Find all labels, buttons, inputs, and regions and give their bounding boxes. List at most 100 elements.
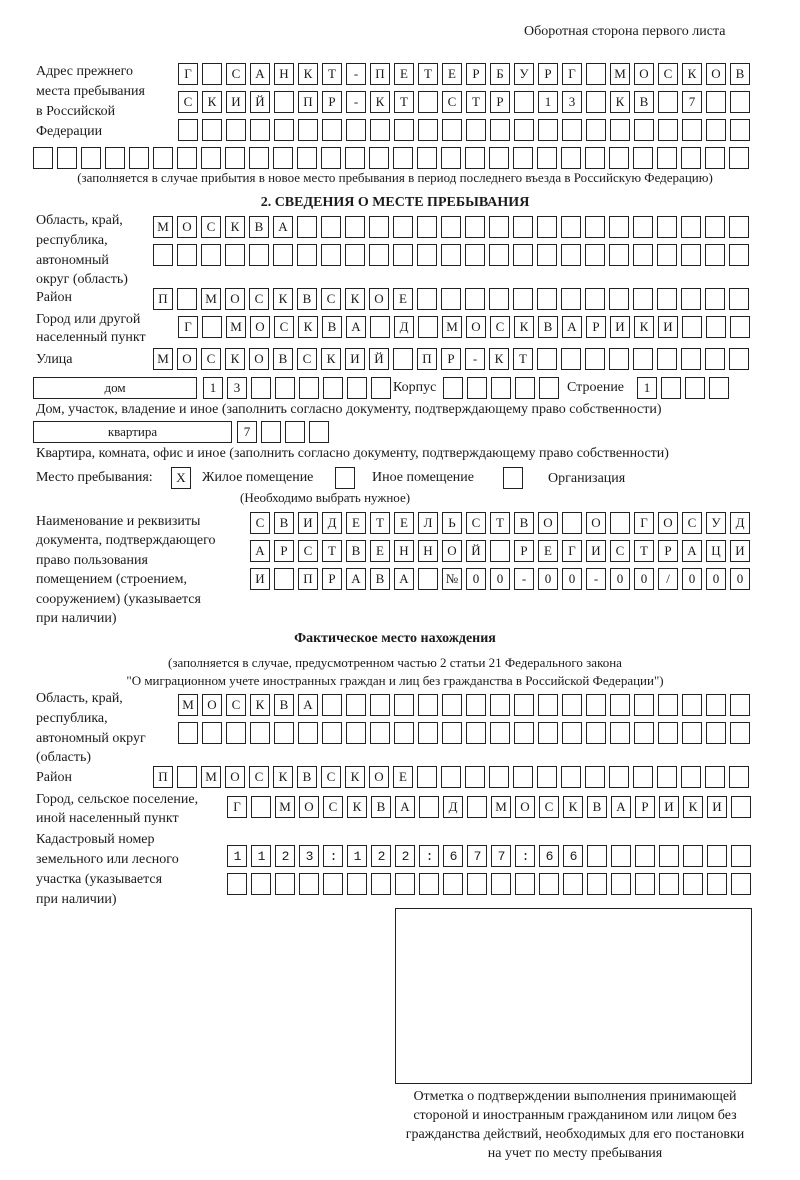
previous-address-row-cell[interactable]: 3	[562, 91, 582, 113]
actual-city-row-cell[interactable]: А	[395, 796, 415, 818]
cadastral-row-cell[interactable]	[539, 845, 559, 867]
previous-address-row-cell[interactable]	[394, 119, 414, 141]
previous-address-row-cell[interactable]	[730, 119, 750, 141]
street-row-cell[interactable]: -	[465, 348, 485, 370]
actual-district-row-cell[interactable]: П	[153, 766, 173, 788]
region-row-cell[interactable]	[177, 244, 197, 266]
previous-address-row-cell[interactable]	[202, 63, 222, 85]
district-row-cell[interactable]	[489, 288, 509, 310]
city-row-cell[interactable]: М	[442, 316, 462, 338]
region-row-cell[interactable]	[465, 244, 485, 266]
previous-address-row-cell[interactable]: О	[706, 63, 726, 85]
actual-region-row-cell[interactable]	[418, 694, 438, 716]
district-row-cell[interactable]	[513, 288, 533, 310]
cadastral-row-cell[interactable]	[707, 873, 727, 895]
doc-row-cell[interactable]: В	[274, 512, 294, 534]
doc-row-cell[interactable]: 0	[706, 568, 726, 590]
region-row-cell[interactable]	[657, 216, 677, 238]
cadastral-row-cell[interactable]	[275, 845, 295, 867]
cadastral-row-cell[interactable]	[635, 845, 655, 867]
region-row-cell[interactable]	[369, 244, 389, 266]
previous-address-row-cell[interactable]: Т	[418, 63, 438, 85]
cadastral-row-cell[interactable]	[491, 873, 511, 895]
previous-address-row-cell[interactable]	[153, 147, 173, 169]
actual-region-row-cell[interactable]	[370, 694, 390, 716]
actual-region-row-cell[interactable]	[226, 722, 246, 744]
previous-address-row-cell[interactable]	[129, 147, 149, 169]
previous-address-row-cell[interactable]: 1	[538, 91, 558, 113]
region-row-cell[interactable]	[633, 216, 653, 238]
doc-row-cell[interactable]	[418, 568, 438, 590]
cadastral-row-cell[interactable]	[563, 873, 583, 895]
region-row-cell[interactable]: В	[249, 216, 269, 238]
actual-region-row-cell[interactable]	[634, 722, 654, 744]
house-number-row-cell[interactable]	[251, 377, 271, 399]
doc-row-cell[interactable]: В	[346, 540, 366, 562]
city-row-cell[interactable]: А	[346, 316, 366, 338]
actual-region-row-cell[interactable]	[202, 722, 222, 744]
actual-district-row-cell[interactable]	[489, 766, 509, 788]
doc-row-cell[interactable]: Т	[634, 540, 654, 562]
cadastral-row-cell[interactable]	[419, 873, 439, 895]
previous-address-row-cell[interactable]	[393, 147, 413, 169]
previous-address-row-cell[interactable]	[33, 147, 53, 169]
doc-row-cell[interactable]: Р	[274, 540, 294, 562]
previous-address-row-cell[interactable]	[586, 63, 606, 85]
cadastral-row-cell[interactable]	[515, 873, 535, 895]
actual-region-row-cell[interactable]	[466, 722, 486, 744]
district-row-cell[interactable]: О	[225, 288, 245, 310]
actual-district-row-cell[interactable]: О	[369, 766, 389, 788]
previous-address-row-cell[interactable]	[562, 119, 582, 141]
building-row-cell[interactable]	[661, 377, 681, 399]
city-row-cell[interactable]: С	[274, 316, 294, 338]
cadastral-row-cell[interactable]	[611, 845, 631, 867]
actual-district-row-cell[interactable]	[537, 766, 557, 788]
house-number-row-cell[interactable]	[275, 377, 295, 399]
doc-row-cell[interactable]: И	[586, 540, 606, 562]
actual-region-row-cell[interactable]	[346, 694, 366, 716]
cadastral-row-cell[interactable]	[587, 845, 607, 867]
city-row-cell[interactable]	[682, 316, 702, 338]
cadastral-row-cell[interactable]	[731, 873, 751, 895]
previous-address-row-cell[interactable]	[586, 91, 606, 113]
actual-district-row-cell[interactable]	[657, 766, 677, 788]
doc-row-cell[interactable]: 0	[490, 568, 510, 590]
actual-city-row-cell[interactable]: С	[539, 796, 559, 818]
actual-region-row-cell[interactable]	[562, 722, 582, 744]
region-row-cell[interactable]	[321, 244, 341, 266]
previous-address-row-cell[interactable]	[322, 119, 342, 141]
cadastral-number-text[interactable]: 1123:122:677:66	[233, 849, 594, 864]
actual-district-row-cell[interactable]: С	[249, 766, 269, 788]
region-row-cell[interactable]	[417, 244, 437, 266]
doc-row-cell[interactable]: А	[346, 568, 366, 590]
previous-address-row-cell[interactable]	[489, 147, 509, 169]
district-row-cell[interactable]	[633, 288, 653, 310]
previous-address-row-cell[interactable]	[706, 91, 726, 113]
korpus-row-cell[interactable]	[443, 377, 463, 399]
actual-district-row-cell[interactable]	[441, 766, 461, 788]
previous-address-row-cell[interactable]: -	[346, 91, 366, 113]
doc-row-cell[interactable]: 0	[466, 568, 486, 590]
cadastral-row-cell[interactable]	[491, 845, 511, 867]
cadastral-row-cell[interactable]	[299, 873, 319, 895]
region-row-cell[interactable]: С	[201, 216, 221, 238]
actual-region-row-cell[interactable]: В	[274, 694, 294, 716]
previous-address-row-cell[interactable]	[370, 119, 390, 141]
actual-region-row-cell[interactable]	[178, 722, 198, 744]
doc-row-cell[interactable]: 0	[682, 568, 702, 590]
actual-region-row-cell[interactable]	[586, 722, 606, 744]
district-row-cell[interactable]: В	[297, 288, 317, 310]
previous-address-row-cell[interactable]	[274, 119, 294, 141]
previous-address-row-cell[interactable]: -	[346, 63, 366, 85]
previous-address-row-cell[interactable]	[490, 119, 510, 141]
street-row-cell[interactable]: П	[417, 348, 437, 370]
previous-address-row-cell[interactable]	[586, 119, 606, 141]
previous-address-row-cell[interactable]	[202, 119, 222, 141]
previous-address-row-cell[interactable]	[681, 147, 701, 169]
district-row-cell[interactable]	[177, 288, 197, 310]
previous-address-row-cell[interactable]	[321, 147, 341, 169]
city-row-cell[interactable]: М	[226, 316, 246, 338]
cadastral-row-cell[interactable]	[227, 845, 247, 867]
city-row-cell[interactable]: К	[634, 316, 654, 338]
region-row-cell[interactable]	[681, 244, 701, 266]
